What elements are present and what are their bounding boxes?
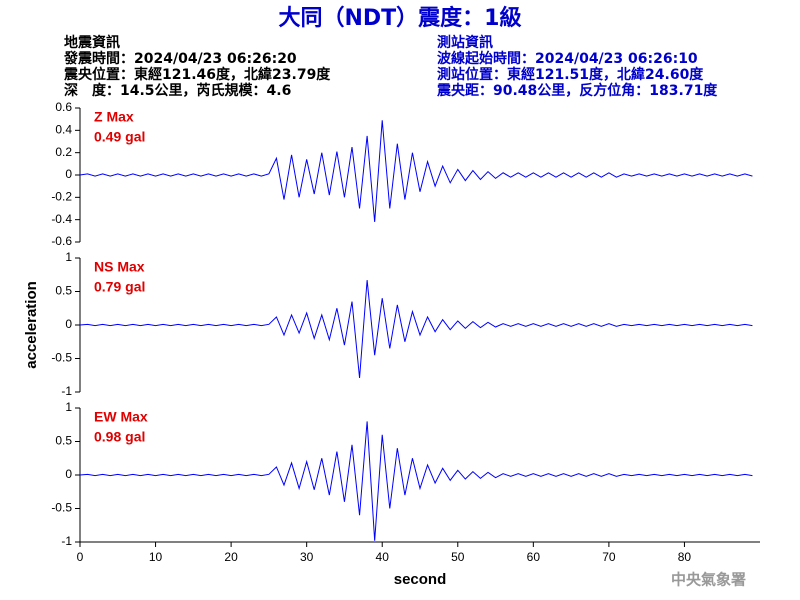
- x-tick-label: 20: [224, 550, 238, 564]
- waveform: [79, 421, 753, 541]
- waveform: [79, 280, 753, 378]
- y-tick-label: 0: [65, 167, 72, 181]
- x-axis-title: second: [394, 571, 447, 588]
- y-tick-label: -1: [61, 534, 72, 548]
- x-tick-label: 10: [149, 550, 163, 564]
- info-line: 測站位置：東經121.51度，北緯24.60度: [437, 66, 704, 83]
- x-tick-label: 60: [527, 550, 541, 564]
- y-tick-label: 0.5: [55, 434, 72, 448]
- y-tick-label: -1: [61, 384, 72, 398]
- y-axis-title: acceleration: [23, 281, 40, 369]
- component-label: EW Max: [94, 409, 148, 425]
- x-tick-label: 70: [602, 550, 616, 564]
- waveform: [79, 120, 753, 222]
- y-tick-label: 0.6: [55, 100, 72, 114]
- title: 大同（NDT）震度：1級: [279, 5, 522, 31]
- max-label: 0.98 gal: [94, 429, 145, 445]
- x-tick-label: 80: [678, 550, 692, 564]
- info-line: 發震時間：2024/04/23 06:26:20: [63, 50, 297, 67]
- y-tick-label: -0.2: [51, 190, 72, 204]
- info-line: 震央距：90.48公里，反方位角：183.71度: [436, 82, 718, 99]
- x-tick-label: 50: [451, 550, 465, 564]
- footer: 中央氣象署: [671, 571, 746, 589]
- component-label: NS Max: [94, 259, 145, 275]
- max-label: 0.49 gal: [94, 129, 145, 145]
- x-tick-label: 30: [300, 550, 314, 564]
- max-label: 0.79 gal: [94, 279, 145, 295]
- y-tick-label: 0.5: [55, 284, 72, 298]
- y-tick-label: -0.5: [51, 501, 72, 515]
- y-tick-label: -0.6: [51, 234, 72, 248]
- info-line: 地震資訊: [64, 34, 120, 51]
- y-tick-label: 0.4: [55, 123, 72, 137]
- info-line: 深 度：14.5公里，芮氏規模：4.6: [64, 82, 291, 99]
- y-tick-label: -0.5: [51, 351, 72, 365]
- info-line: 波線起始時間：2024/04/23 06:26:10: [437, 50, 698, 67]
- component-label: Z Max: [94, 109, 134, 125]
- y-tick-label: 1: [65, 400, 72, 414]
- y-tick-label: -0.4: [51, 212, 72, 226]
- info-line: 測站資訊: [437, 34, 493, 51]
- y-tick-label: 1: [65, 250, 72, 264]
- x-tick-label: 0: [77, 550, 84, 564]
- x-tick-label: 40: [376, 550, 390, 564]
- info-line: 震央位置：東經121.46度，北緯23.79度: [63, 66, 331, 83]
- y-tick-label: 0.2: [55, 145, 72, 159]
- y-tick-label: 0: [65, 317, 72, 331]
- y-tick-label: 0: [65, 467, 72, 481]
